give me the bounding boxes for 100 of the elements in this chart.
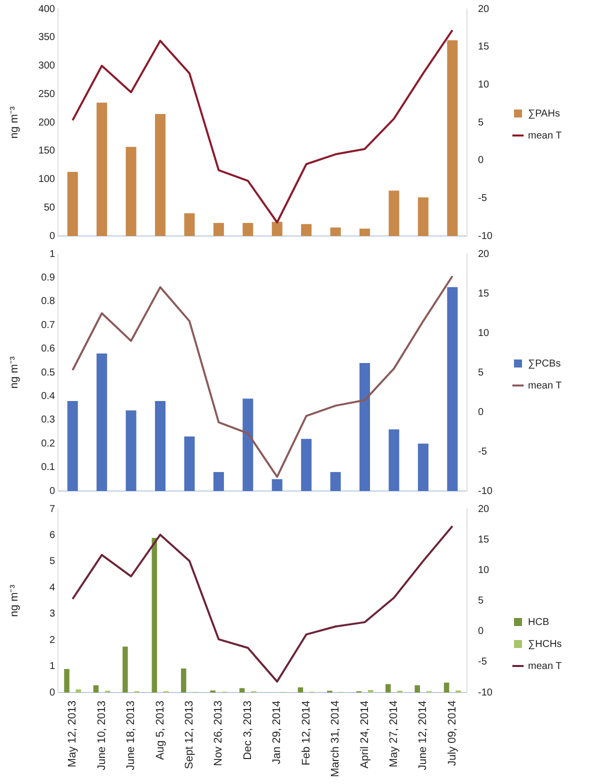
y2-tick-label: 15 xyxy=(478,288,490,300)
x-tick-label: June 10, 2013 xyxy=(96,700,108,770)
y2-tick-label: 20 xyxy=(478,504,490,515)
bar xyxy=(180,668,186,693)
y2-tick-label: 0 xyxy=(478,155,484,166)
bar xyxy=(418,197,428,236)
y2-tick-label: 20 xyxy=(478,4,490,15)
y2-tick-label: -5 xyxy=(478,192,488,204)
x-tick-label: June 12, 2014 xyxy=(417,700,430,770)
bar xyxy=(67,400,78,491)
bar xyxy=(385,684,391,693)
y-tick-label: 0.9 xyxy=(41,272,56,284)
x-tick-label: Dec 3, 2013 xyxy=(242,700,254,760)
y-tick-label: 150 xyxy=(38,146,56,157)
bar xyxy=(418,444,428,491)
bar xyxy=(242,222,254,236)
bar xyxy=(126,410,136,491)
bar xyxy=(388,429,400,491)
y-tick-label: 4 xyxy=(49,582,56,594)
y-tick-label: 0.8 xyxy=(41,296,56,308)
legend-label: HCB xyxy=(528,616,550,628)
y-axis-title: ng m⁻³ xyxy=(8,584,21,617)
bar xyxy=(368,690,374,693)
y-tick-label: 0 xyxy=(49,486,56,497)
legend-label: mean T xyxy=(528,660,562,672)
y-tick-label: 5 xyxy=(49,556,56,568)
y-tick-label: 0.5 xyxy=(41,367,56,378)
bar xyxy=(388,190,400,236)
bar xyxy=(184,436,195,491)
y2-tick-label: -10 xyxy=(478,230,493,242)
y-tick-label: 0.2 xyxy=(41,438,56,450)
bar xyxy=(154,400,166,491)
bar xyxy=(298,687,304,693)
y-tick-label: 3 xyxy=(49,608,56,620)
x-tick-label: May 27, 2014 xyxy=(388,700,400,768)
bar xyxy=(301,438,312,491)
x-tick-label: Nov 26, 2013 xyxy=(212,700,225,766)
x-tick-label: Feb 12, 2014 xyxy=(300,700,312,766)
y-tick-label: 300 xyxy=(38,60,56,72)
legend-label: ∑HCHs xyxy=(528,638,562,650)
y-tick-label: 0.3 xyxy=(41,414,56,426)
y2-tick-label: 10 xyxy=(478,564,490,576)
bar xyxy=(272,222,282,236)
y2-tick-label: -5 xyxy=(478,656,488,668)
bar xyxy=(64,668,70,693)
y2-tick-label: -10 xyxy=(478,486,493,497)
bar xyxy=(76,689,82,693)
y-tick-label: 0.6 xyxy=(41,344,56,355)
bar xyxy=(93,685,99,693)
bar xyxy=(67,172,78,236)
bar xyxy=(242,398,254,491)
y-tick-label: 7 xyxy=(49,504,56,515)
y-tick-label: 350 xyxy=(38,32,56,44)
y2-tick-label: 15 xyxy=(478,42,490,53)
y-tick-label: 0 xyxy=(49,230,56,242)
x-tick-label: June 18, 2013 xyxy=(125,700,138,770)
y2-tick-label: 10 xyxy=(478,328,490,339)
y2-tick-label: 5 xyxy=(478,596,484,607)
y2-tick-label: 10 xyxy=(478,79,490,90)
y2-tick-label: 0 xyxy=(478,626,484,638)
bar xyxy=(126,146,136,236)
x-tick-label: May 12, 2013 xyxy=(66,700,79,768)
y-tick-label: 200 xyxy=(38,117,56,128)
y2-tick-label: 15 xyxy=(478,534,490,546)
bar xyxy=(456,690,461,693)
bar xyxy=(444,682,450,693)
y-tick-label: 50 xyxy=(44,202,56,214)
bar xyxy=(330,227,341,236)
y2-tick-label: 20 xyxy=(478,248,490,260)
x-tick-label: Aug 5, 2013 xyxy=(154,700,166,760)
bar xyxy=(96,102,108,236)
y-tick-label: 6 xyxy=(49,530,56,541)
y-tick-label: 0.1 xyxy=(41,462,56,474)
x-tick-label: Sept 12, 2013 xyxy=(183,700,196,770)
y-tick-label: 1 xyxy=(49,248,56,260)
y-tick-label: 0 xyxy=(49,687,56,698)
x-tick-label: March 31, 2014 xyxy=(330,700,342,777)
y-tick-label: 100 xyxy=(38,174,56,185)
bar xyxy=(213,222,224,236)
y2-tick-label: -10 xyxy=(478,687,493,698)
bar xyxy=(414,685,420,693)
bar xyxy=(154,114,166,236)
legend-label: ∑PCBs xyxy=(528,358,561,370)
y-tick-label: 1 xyxy=(49,661,56,672)
x-tick-label: July 09, 2014 xyxy=(446,700,458,766)
bar xyxy=(272,479,282,491)
bar xyxy=(122,646,128,693)
bar xyxy=(213,472,224,491)
bar xyxy=(210,690,216,693)
bar xyxy=(239,688,245,693)
y2-tick-label: 5 xyxy=(478,117,484,128)
x-tick-label: Jan 29, 2014 xyxy=(271,700,284,764)
y2-tick-label: 0 xyxy=(478,406,484,418)
legend-label: ∑PAHs xyxy=(528,108,560,120)
bar xyxy=(330,472,341,491)
y-tick-label: 2 xyxy=(49,634,56,646)
legend-label: mean T xyxy=(528,380,562,392)
y-tick-label: 250 xyxy=(38,88,56,100)
bar xyxy=(359,363,370,491)
x-tick-label: April 24, 2014 xyxy=(358,700,371,768)
